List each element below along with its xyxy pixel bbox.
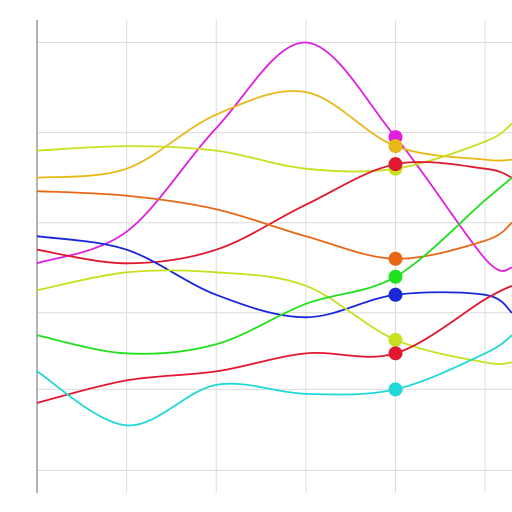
series-markers (388, 130, 403, 397)
series-line-3 (36, 122, 512, 173)
series-line-7 (36, 269, 512, 365)
series-line-2 (36, 90, 512, 179)
grid (36, 20, 512, 493)
series-marker-5 (388, 251, 403, 266)
series-marker-7 (388, 332, 403, 347)
series-line-6 (36, 235, 512, 319)
series-line-10 (36, 334, 512, 427)
series-line-4 (36, 161, 512, 265)
series-marker-6 (388, 287, 403, 302)
series-marker-10 (388, 382, 403, 397)
series-lines (36, 41, 512, 427)
series-marker-8 (388, 269, 403, 284)
series-marker-9 (388, 346, 403, 361)
series-marker-4 (388, 157, 403, 172)
series-line-9 (36, 284, 512, 404)
series-line-5 (36, 190, 512, 260)
series-line-8 (36, 177, 512, 355)
series-marker-2 (388, 139, 403, 154)
